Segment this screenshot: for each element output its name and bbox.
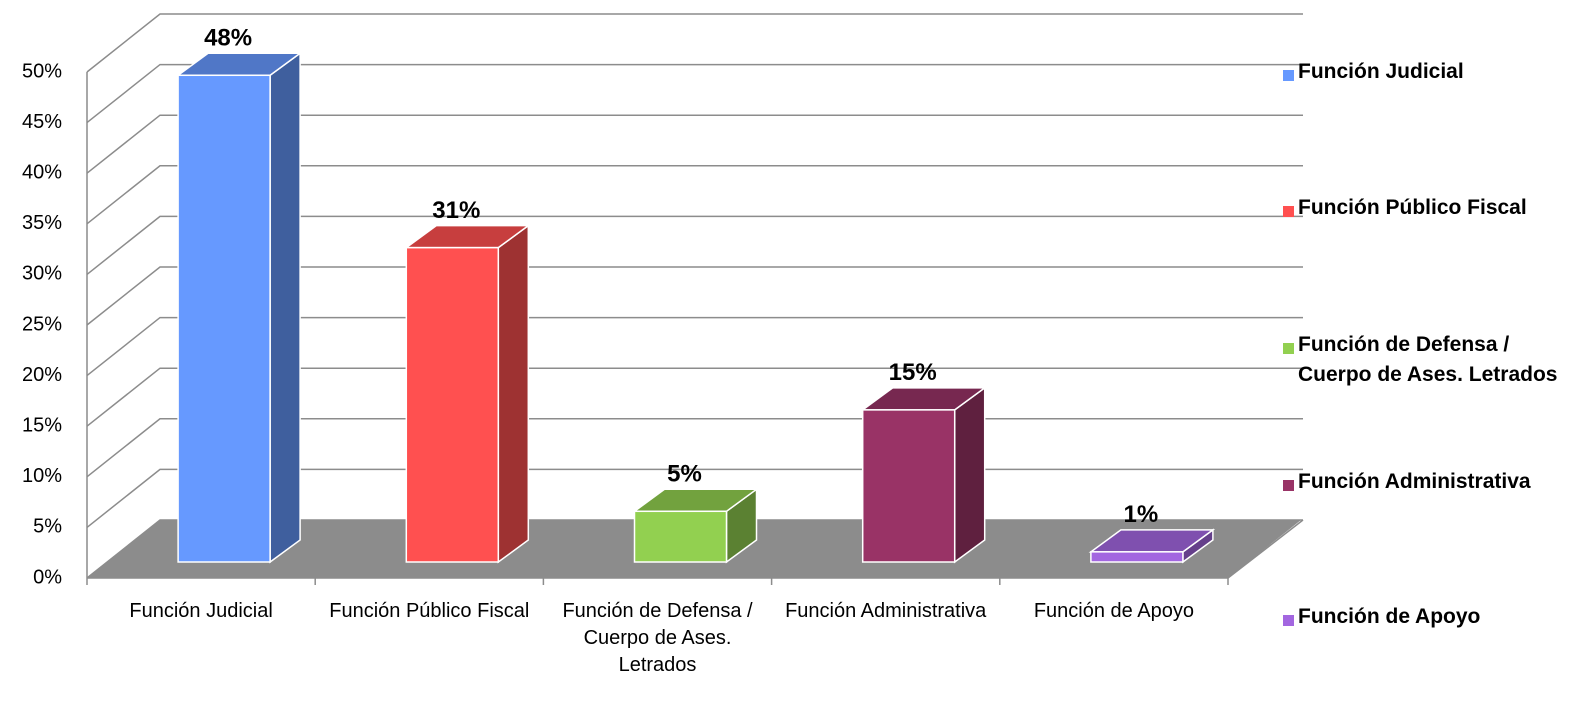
x-tick-label: Función Público Fiscal: [329, 600, 530, 622]
y-tick-label: 15%: [22, 414, 62, 436]
bar-side: [269, 51, 301, 564]
x-tick-label: Función Administrativa: [785, 600, 987, 622]
grid-line: [86, 13, 1303, 73]
legend-label: Función de Apoyo: [1298, 605, 1481, 628]
y-tick-label: 40%: [22, 161, 62, 183]
y-tick-label: 5%: [33, 516, 62, 538]
bar: [177, 74, 271, 563]
grid-line: [86, 266, 1303, 326]
legend-swatch: [1283, 70, 1294, 81]
grid-line: [86, 367, 1303, 427]
x-tick-label: Función Judicial: [129, 600, 273, 622]
x-tick-label: Función de Defensa / Cuerpo de Ases. Let…: [562, 600, 753, 676]
y-tick-label: 45%: [22, 111, 62, 133]
legend-label: Función Público Fiscal: [1298, 196, 1527, 219]
bar: [1090, 551, 1184, 563]
y-tick-label: 50%: [22, 60, 62, 82]
y-tick-label: 35%: [22, 212, 62, 234]
legend-label: Función Administrativa: [1298, 470, 1531, 493]
legend-label: Función Judicial: [1298, 60, 1464, 83]
y-tick-label: 10%: [22, 465, 62, 487]
grid-line: [86, 165, 1303, 225]
bar-side: [497, 224, 530, 564]
bar: [633, 510, 728, 563]
data-label: 5%: [667, 461, 702, 488]
y-tick-label: 20%: [22, 364, 62, 386]
legend-swatch: [1283, 615, 1294, 626]
legend-swatch: [1283, 206, 1294, 217]
y-tick-label: 30%: [22, 263, 62, 285]
grid-line: [86, 316, 1303, 377]
data-label: 48%: [204, 25, 252, 52]
data-label: 15%: [889, 359, 937, 386]
legend-swatch: [1283, 343, 1294, 354]
data-label: 1%: [1124, 501, 1159, 528]
legend-swatch: [1283, 480, 1294, 491]
floor-edge: [1227, 519, 1304, 579]
x-tick-label: Función de Apoyo: [1033, 600, 1194, 622]
bar: [405, 246, 500, 563]
grid-line: [86, 215, 1303, 275]
grid-line: [86, 63, 1303, 124]
y-tick-label: 25%: [22, 313, 62, 335]
legend-label: Función de Defensa / Cuerpo de Ases. Let…: [1298, 333, 1558, 386]
data-label: 31%: [432, 197, 480, 224]
bar-side: [953, 386, 986, 564]
grid-line: [86, 114, 1303, 174]
bar: [861, 409, 956, 563]
y-tick-label: 0%: [33, 566, 62, 588]
